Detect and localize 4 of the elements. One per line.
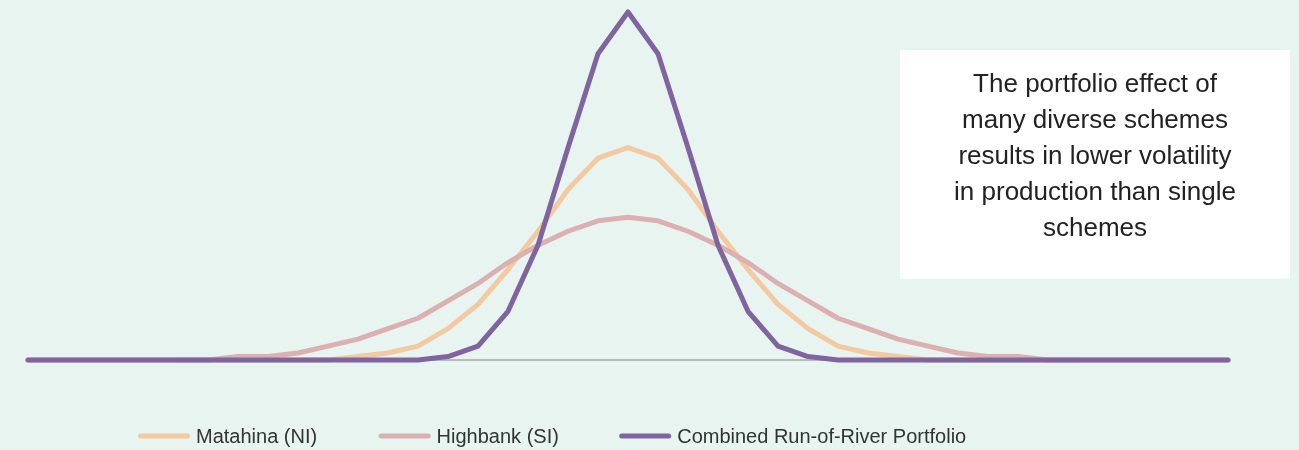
- annotation: The portfolio effect of many diverse schemes results in lower volatility in production than single schemes: [954, 68, 1236, 242]
- legend-label: Matahina (NI): [196, 425, 318, 447]
- legend-label: Highbank (SI): [436, 425, 559, 447]
- legend-label: Combined Run-of-River Portfolio: [677, 425, 967, 447]
